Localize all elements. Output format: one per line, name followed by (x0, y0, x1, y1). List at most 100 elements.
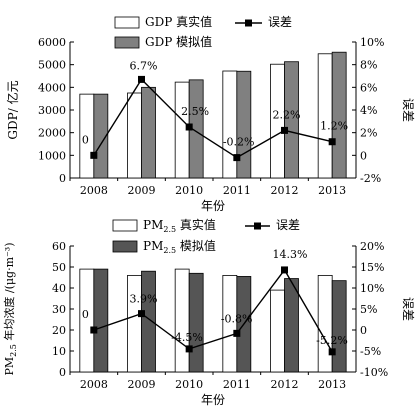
chart-panel-1: 0 1000 2000 3000 4000 5000 6000 -2% 0 2% 4% 6% 8% 10%… (5, 14, 415, 213)
y-tick-label: 10 (52, 345, 66, 358)
y-tick-label: 30 (52, 303, 66, 316)
error-data-label: 0 (82, 308, 89, 321)
legend: GDP 真实值 GDP 模拟值 误差 (114, 14, 292, 49)
y2-tick-label: -2% (360, 172, 381, 185)
legend-label-error: 误差 (276, 218, 300, 232)
x-tick-label: 2013 (318, 378, 346, 391)
bar-series2-2012 (284, 278, 299, 373)
y2-tick-label: 5% (360, 303, 377, 316)
error-data-label: -0.8% (221, 312, 253, 325)
y-tick-label: 3000 (38, 104, 66, 117)
y-tick-label: 50 (52, 261, 66, 274)
error-data-label: -4.5% (171, 331, 203, 344)
error-data-label: -0.2% (223, 136, 255, 149)
y2-tick-label: 20% (360, 240, 384, 253)
y2-tick-label: 6% (360, 81, 377, 94)
error-data-label: 6.7% (130, 59, 158, 72)
legend-swatch-series1 (114, 16, 140, 29)
error-line (93, 78, 333, 159)
error-marker-2008 (90, 151, 98, 159)
x-tick-label: 2013 (318, 184, 346, 197)
error-marker-2012 (281, 126, 288, 134)
x-axis-title: 年份 (201, 199, 225, 213)
error-data-label: -5.2% (316, 334, 348, 347)
y-tick-label: 60 (52, 240, 66, 253)
y2-tick-label: 15% (360, 261, 384, 274)
y2-tick-label: 0 (360, 149, 367, 162)
x-tick-label: 2012 (271, 184, 299, 197)
y2-axis-title: 误差 (401, 98, 415, 122)
x-tick-label: 2009 (128, 184, 156, 197)
error-data-label: 14.3% (273, 248, 308, 261)
chart-panel-2: 0 10 20 30 40 50 60 -10% -5% 0 5% 10% 15% 20% 2008 2009… (2, 217, 415, 407)
x-axis-title: 年份 (201, 393, 225, 407)
y2-tick-label: 10% (360, 282, 384, 295)
y-tick-label: 2000 (38, 127, 66, 140)
legend-label: GDP 真实值 (145, 14, 212, 29)
y-tick-label: 40 (52, 282, 66, 295)
bar-series2-2013 (331, 280, 347, 373)
y-tick-label: 6000 (38, 36, 66, 49)
legend-marker-error (254, 222, 261, 230)
error-marker-2011 (233, 329, 241, 337)
x-tick-label: 2008 (80, 378, 108, 391)
bar-series1-2013 (317, 53, 333, 179)
bar-series2-2008 (93, 268, 109, 373)
y2-tick-label: -10% (360, 366, 388, 379)
x-tick-label: 2011 (223, 184, 251, 197)
bar-series2-2011 (236, 70, 252, 179)
bar-series1-2009 (127, 92, 142, 179)
error-marker-2013 (328, 348, 336, 356)
error-data-label: 3.9% (130, 293, 158, 306)
bar-series1-2009 (127, 274, 142, 373)
bar-series2-2012 (284, 61, 299, 179)
error-marker-2010 (185, 123, 193, 131)
bar-series1-2011 (222, 70, 238, 179)
y2-tick-label: 8% (360, 59, 377, 72)
legend-swatch-series2 (112, 240, 138, 253)
error-data-label: 1.2% (320, 120, 348, 133)
legend-label: GDP 模拟值 (145, 34, 212, 49)
legend: PM2.5 真实值 PM2.5 模拟值 误差 (112, 217, 300, 255)
y2-tick-label: -5% (360, 345, 381, 358)
error-marker-2011 (233, 154, 241, 162)
bar-series2-2009 (141, 86, 156, 179)
bar-series1-2012 (270, 289, 285, 373)
y2-tick-label: 0 (360, 324, 367, 337)
error-marker-2009 (138, 75, 145, 83)
bar-series2-2010 (188, 272, 204, 373)
error-marker-2008 (90, 326, 98, 334)
y2-tick-label: 4% (360, 104, 377, 117)
error-marker-2012 (281, 266, 288, 274)
y-tick-label: 0 (59, 366, 66, 379)
error-marker-2009 (138, 310, 145, 318)
x-tick-label: 2011 (223, 378, 251, 391)
error-marker-2010 (185, 345, 193, 353)
error-data-label: 2.2% (273, 108, 301, 121)
y-axis-title: GDP/ 亿元 (5, 80, 20, 139)
legend-swatch-series1 (112, 219, 138, 232)
x-tick-label: 2010 (175, 184, 203, 197)
y-tick-label: 0 (59, 172, 66, 185)
legend-swatch-series2 (114, 36, 140, 49)
y-tick-label: 20 (52, 324, 66, 337)
error-data-label: 0 (82, 133, 89, 146)
y-tick-label: 5000 (38, 59, 66, 72)
y2-tick-label: 2% (360, 127, 377, 140)
y-tick-label: 1000 (38, 149, 66, 162)
error-marker-2013 (328, 138, 336, 146)
error-line (93, 268, 333, 353)
bar-series1-2013 (317, 274, 333, 373)
bar-series2-2009 (141, 270, 156, 373)
legend-label-error: 误差 (268, 15, 292, 29)
y-tick-label: 4000 (38, 81, 66, 94)
legend-marker-error (245, 19, 252, 27)
legend-label: PM2.5 真实值 (143, 217, 216, 234)
bar-series1-2010 (174, 268, 190, 373)
y2-axis-title: 误差 (401, 297, 415, 321)
x-tick-label: 2009 (128, 378, 156, 391)
y-axis-title: PM2.5 年均浓度 /(μg·m⁻³) (2, 242, 18, 375)
bar-series2-2013 (331, 51, 347, 179)
x-tick-label: 2012 (271, 378, 299, 391)
